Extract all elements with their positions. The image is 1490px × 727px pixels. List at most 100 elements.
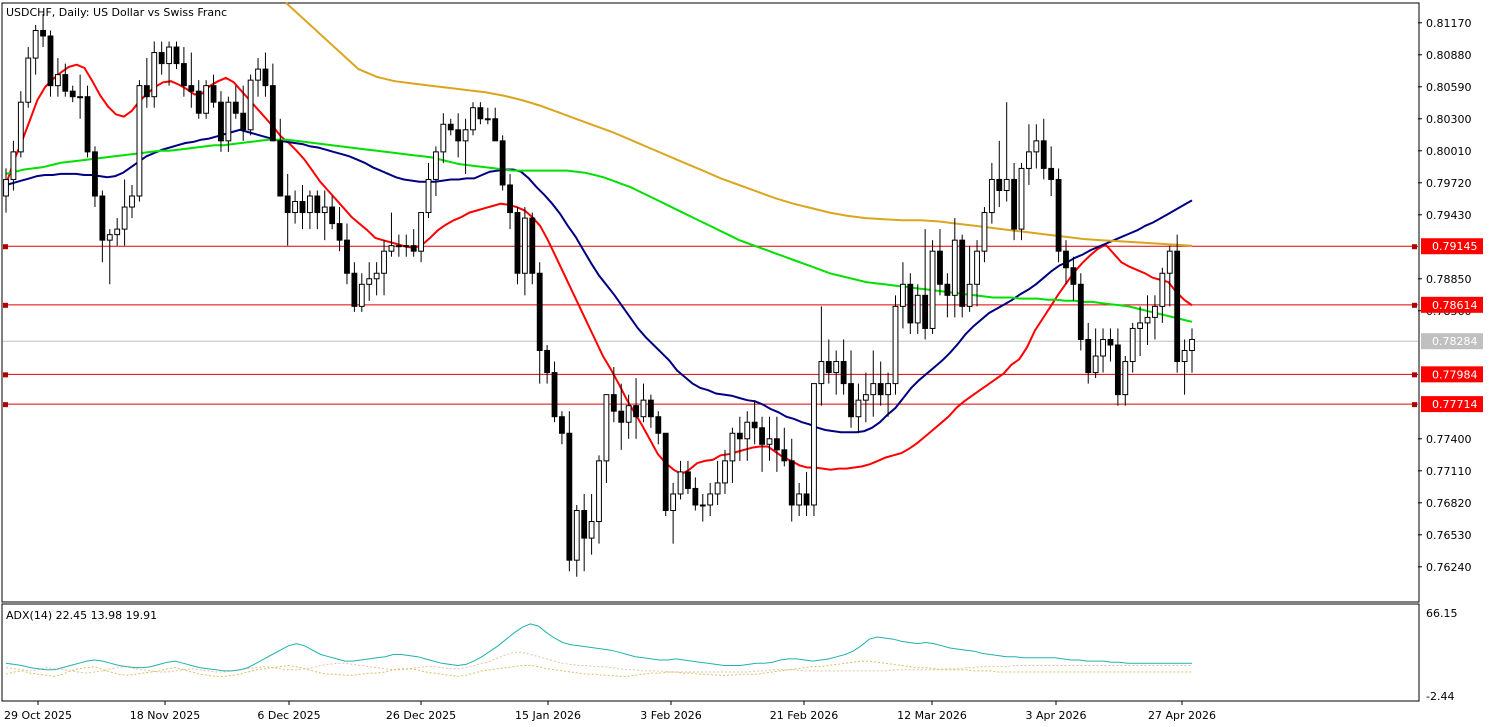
candle-bear (507, 184, 513, 214)
price-tick-label: 0.81170 (1426, 17, 1472, 30)
level-label: 0.77984 (1432, 368, 1478, 381)
date-tick-label: 3 Apr 2026 (1025, 709, 1086, 722)
candle-bull (521, 217, 528, 274)
candle-bull (358, 283, 365, 307)
candle-bear (581, 510, 588, 539)
candle-bull (25, 57, 32, 103)
candle-bear (803, 493, 810, 506)
candle-bull (862, 394, 869, 401)
candle-bear (314, 195, 321, 214)
candle-bull (32, 29, 39, 59)
adx-minus-di-line (5, 651, 1192, 674)
candle-bull (892, 305, 899, 385)
candle-bull (366, 278, 373, 285)
candle-bear (759, 427, 765, 445)
candle-bear (944, 283, 951, 296)
moving-average-line (5, 138, 1193, 323)
price-tick-label: 0.77110 (1426, 465, 1472, 478)
candle-bear (92, 151, 98, 197)
candle-bull (1137, 322, 1144, 329)
candle-bull (121, 206, 128, 230)
date-tick-label: 12 Mar 2026 (897, 709, 967, 722)
candle-bull (900, 283, 906, 307)
candle-bear (840, 361, 847, 385)
price-tick-label: 0.80010 (1426, 145, 1472, 158)
candle-bull (929, 250, 936, 329)
candle-bull (1092, 355, 1099, 374)
candle-bear (351, 272, 358, 307)
candle-bull (395, 245, 402, 248)
candle-bear (40, 29, 46, 37)
candle-bear (455, 129, 462, 142)
level-tag (1421, 366, 1483, 383)
level-marker (1412, 302, 1417, 308)
level-label: 0.79145 (1432, 240, 1478, 253)
candle-bull (373, 272, 380, 280)
candle-bear (736, 432, 743, 440)
candle-bull (729, 432, 736, 462)
candle-bear (685, 471, 691, 489)
candle-bull (988, 178, 995, 214)
candle-bull (440, 123, 447, 153)
candle-bull (166, 46, 172, 65)
candle-bull (292, 201, 298, 214)
candle-bear (143, 85, 150, 98)
candle-bear (277, 140, 284, 197)
candle-bull (1159, 272, 1166, 307)
candle-bull (136, 85, 143, 197)
candle-bull (470, 107, 476, 131)
date-tick-label: 26 Dec 2025 (386, 709, 456, 722)
candle-bear (299, 201, 306, 214)
candle-bear (1085, 338, 1092, 374)
level-marker (1412, 402, 1417, 408)
candle-bull (855, 399, 862, 418)
candle-bull (1003, 178, 1010, 191)
candle-bear (996, 178, 1003, 191)
candle-bear (647, 399, 654, 418)
candle-bear (848, 383, 854, 418)
candle-bear (788, 460, 795, 506)
level-label: 0.78614 (1432, 299, 1478, 312)
adx-lines (5, 623, 1192, 677)
candle-bear (218, 101, 224, 142)
horizontal-levels (3, 244, 1418, 408)
candle-bull (603, 394, 610, 462)
candle-bear (84, 96, 91, 153)
candle-bear (210, 85, 217, 103)
candle-bull (670, 493, 677, 512)
candle-bear (610, 394, 617, 412)
candle-bear (566, 432, 573, 561)
candle-bull (885, 383, 891, 396)
adx-plus-di-line (5, 660, 1192, 677)
candle-bull (833, 361, 840, 374)
candle-bear (69, 90, 76, 98)
candle-bull (766, 438, 773, 445)
candle-bull (247, 79, 254, 131)
candle-bull (744, 421, 751, 440)
level-labels: 0.78284 0.79145 0.78614 0.77984 0.77714 (1421, 238, 1483, 413)
candle-bull (640, 399, 647, 418)
candle-bull (388, 245, 395, 252)
candle-bull (10, 151, 17, 180)
date-tick-label: 27 Apr 2026 (1148, 709, 1216, 722)
candle-bear (1077, 283, 1084, 340)
candle-bear (559, 416, 565, 434)
candle-bear (262, 68, 269, 87)
level-tag (1421, 238, 1483, 255)
level-marker (3, 402, 8, 408)
candle-bull (596, 460, 602, 523)
indicator-axis: 66.15 -2.44 (1426, 607, 1458, 703)
candle-bear (336, 223, 343, 241)
candle-bull (1129, 327, 1136, 363)
candle-bull (77, 96, 84, 99)
candle-bear (1055, 178, 1062, 252)
candle-bull (462, 129, 469, 142)
candle-bear (1174, 250, 1181, 363)
candle-bear (173, 46, 180, 65)
candle-bear (544, 350, 551, 374)
candle-bear (410, 245, 417, 252)
candle-bull (225, 101, 232, 142)
price-tick-label: 0.80300 (1426, 113, 1472, 126)
candle-bear (633, 405, 639, 418)
